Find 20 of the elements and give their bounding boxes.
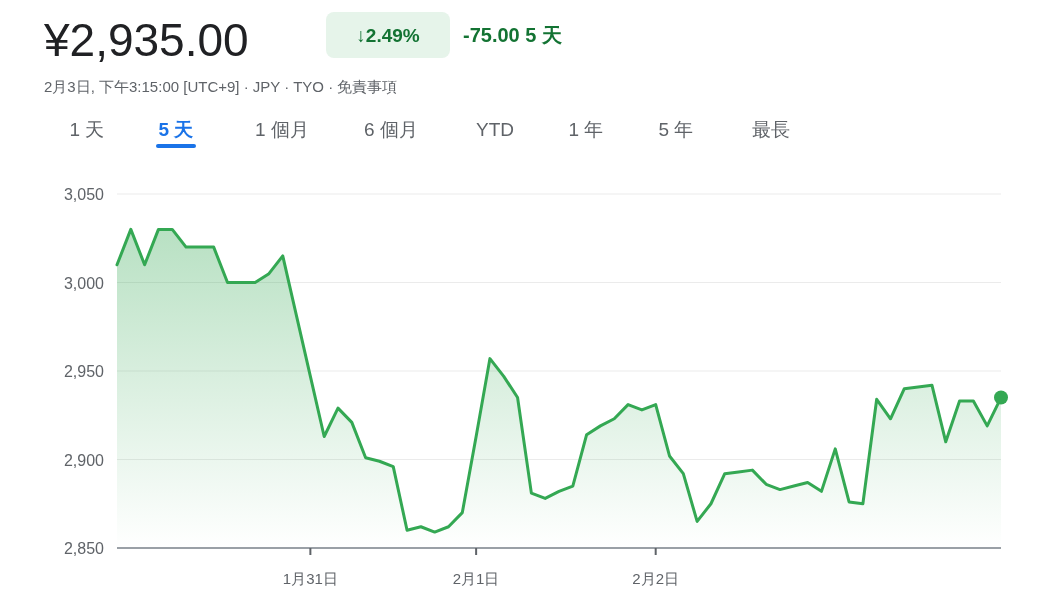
chart-subtitle: 2月3日, 下午3:15:00 [UTC+9] · JPY · TYO · 免責事項 [44,78,398,95]
y-tick-label: 3,050 [63,186,105,203]
x-tick-label: 1月31日 [282,570,338,587]
text: 最長 [752,119,790,140]
text: 6 個月 [364,119,418,140]
x-tick-label: 2月1日 [452,570,500,587]
text: 1 個月 [255,119,309,140]
y-tick-label: 2,850 [63,540,105,557]
y-tick-label: 2,950 [63,363,105,380]
text: -75.00 5 天 [463,24,562,46]
text: 5 年 [658,119,694,140]
text: 1 年 [568,119,604,140]
text: 1 天 [69,119,105,140]
text: ↓2.49% [356,25,420,46]
text: 5 天 [158,119,194,140]
chart-title: ¥2,935.00 [43,14,249,66]
x-tick-label: 2月2日 [632,570,680,587]
y-tick-label: 3,000 [63,274,105,292]
y-tick-label: 2,900 [63,451,105,469]
text: YTD [476,119,514,140]
